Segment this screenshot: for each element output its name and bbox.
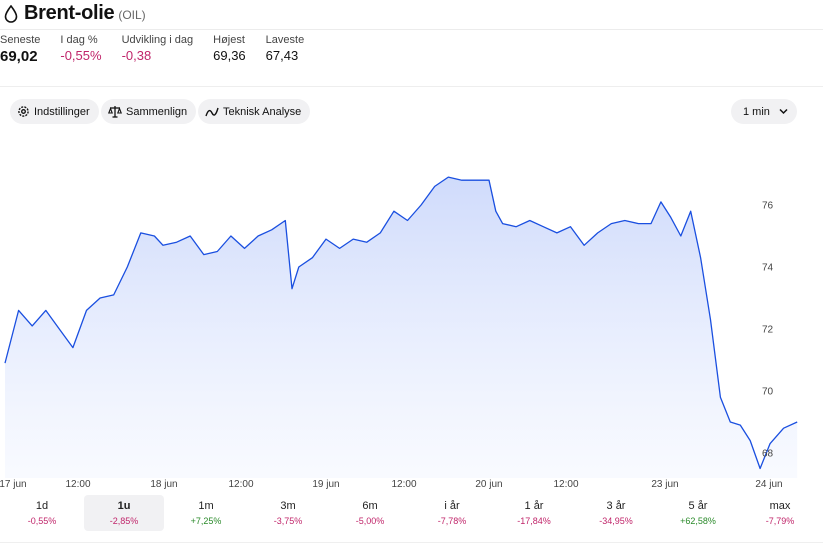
- gear-icon: [18, 106, 29, 117]
- chart-card: Indstillinger Sammenlign Teknisk Analyse…: [0, 86, 823, 554]
- x-tick-label: 18 jun: [150, 479, 177, 490]
- stats-row: Seneste 69,02 I dag % -0,55% Udvikling i…: [0, 34, 324, 65]
- settings-button[interactable]: Indstillinger: [10, 99, 99, 124]
- stat-today-change: Udvikling i dag -0,38: [122, 34, 194, 65]
- interval-label: 1 min: [743, 105, 770, 118]
- x-tick-label: 23 jun: [651, 479, 678, 490]
- period-3y[interactable]: 3 år -34,95%: [576, 495, 656, 531]
- period-label: 1m: [198, 500, 214, 512]
- instrument-header: Brent-olie (OIL): [0, 0, 823, 30]
- y-tick-label: 70: [762, 387, 774, 398]
- x-tick-label: 19 jun: [312, 479, 339, 490]
- period-label: 3m: [280, 500, 296, 512]
- stat-low: Laveste 67,43: [266, 34, 305, 65]
- period-change: +7,25%: [190, 516, 222, 526]
- y-tick-label: 76: [762, 201, 774, 212]
- stat-label: Udvikling i dag: [121, 34, 194, 46]
- page-title: Brent-olie: [24, 2, 115, 24]
- stat-label: Seneste: [0, 34, 41, 46]
- chevron-down-icon: [779, 108, 788, 115]
- period-5y[interactable]: 5 år +62,58%: [658, 495, 738, 531]
- x-tick-label: 24 jun: [755, 479, 782, 490]
- period-label: max: [769, 500, 791, 512]
- x-tick-label: 12:00: [228, 479, 253, 490]
- price-line: [4, 176, 798, 470]
- period-change: -5,00%: [355, 516, 385, 526]
- stat-value: 69,36: [213, 48, 246, 63]
- stat-label: I dag %: [60, 34, 98, 46]
- period-label: 1u: [117, 500, 131, 512]
- settings-label: Indstillinger: [34, 105, 90, 118]
- compare-button[interactable]: Sammenlign: [101, 99, 197, 124]
- period-label: 3 år: [606, 500, 626, 512]
- period-1d[interactable]: 1d -0,55%: [2, 495, 82, 531]
- price-chart[interactable]: 76 74 72 70 68 17 jun 12:00 18 jun 12:00 19 jun 1…: [0, 88, 823, 493]
- y-tick-label: 72: [762, 325, 774, 336]
- title-row: Brent-olie (OIL): [4, 2, 146, 25]
- period-1m[interactable]: 1m +7,25%: [166, 495, 246, 531]
- ticker-symbol: (OIL): [118, 8, 146, 22]
- period-1u[interactable]: 1u -2,85%: [84, 495, 164, 531]
- line-chart-icon: [205, 107, 219, 116]
- period-change: -7,79%: [765, 516, 795, 526]
- period-3m[interactable]: 3m -3,75%: [248, 495, 328, 531]
- period-ytd[interactable]: i år -7,78%: [412, 495, 492, 531]
- stat-value: -0,38: [121, 48, 152, 63]
- period-6m[interactable]: 6m -5,00%: [330, 495, 410, 531]
- stat-today-pct: I dag % -0,55%: [60, 34, 101, 65]
- stat-latest: Seneste 69,02: [0, 34, 40, 65]
- technical-analysis-label: Teknisk Analyse: [223, 105, 302, 118]
- stat-label: Højest: [213, 34, 245, 46]
- period-change: -17,84%: [517, 516, 551, 526]
- x-tick-label: 12:00: [65, 479, 90, 490]
- x-tick-label: 20 jun: [475, 479, 502, 490]
- drop-icon: [4, 4, 18, 23]
- interval-select[interactable]: 1 min: [731, 99, 797, 124]
- scale-icon: [108, 106, 122, 118]
- period-change: +62,58%: [680, 516, 716, 526]
- x-tick-label: 17 jun: [0, 479, 27, 490]
- stat-value: 67,43: [265, 48, 299, 63]
- period-label: i år: [444, 500, 460, 512]
- price-area-fill: [5, 177, 798, 478]
- stat-value: 69,02: [0, 48, 38, 65]
- period-label: 1 år: [524, 500, 544, 512]
- y-tick-label: 68: [762, 449, 774, 460]
- period-max[interactable]: max -7,79%: [740, 495, 820, 531]
- stat-label: Laveste: [265, 34, 305, 46]
- x-tick-label: 12:00: [553, 479, 578, 490]
- period-change: -34,95%: [599, 516, 633, 526]
- period-label: 1d: [35, 500, 49, 512]
- period-change: -7,78%: [437, 516, 467, 526]
- stat-value: -0,55%: [60, 48, 102, 63]
- period-change: -3,75%: [273, 516, 303, 526]
- period-1y[interactable]: 1 år -17,84%: [494, 495, 574, 531]
- bottom-divider: [0, 542, 823, 543]
- technical-analysis-button[interactable]: Teknisk Analyse: [198, 99, 311, 124]
- period-selector: 1d -0,55% 1u -2,85% 1m +7,25% 3m -3,75% …: [0, 495, 823, 535]
- period-change: -0,55%: [27, 516, 57, 526]
- compare-label: Sammenlign: [126, 105, 188, 118]
- x-tick-label: 12:00: [391, 479, 416, 490]
- period-label: 6m: [362, 500, 378, 512]
- period-change: -2,85%: [109, 516, 139, 526]
- stat-high: Højest 69,36: [213, 34, 246, 65]
- period-label: 5 år: [688, 500, 708, 512]
- y-tick-label: 74: [762, 263, 774, 274]
